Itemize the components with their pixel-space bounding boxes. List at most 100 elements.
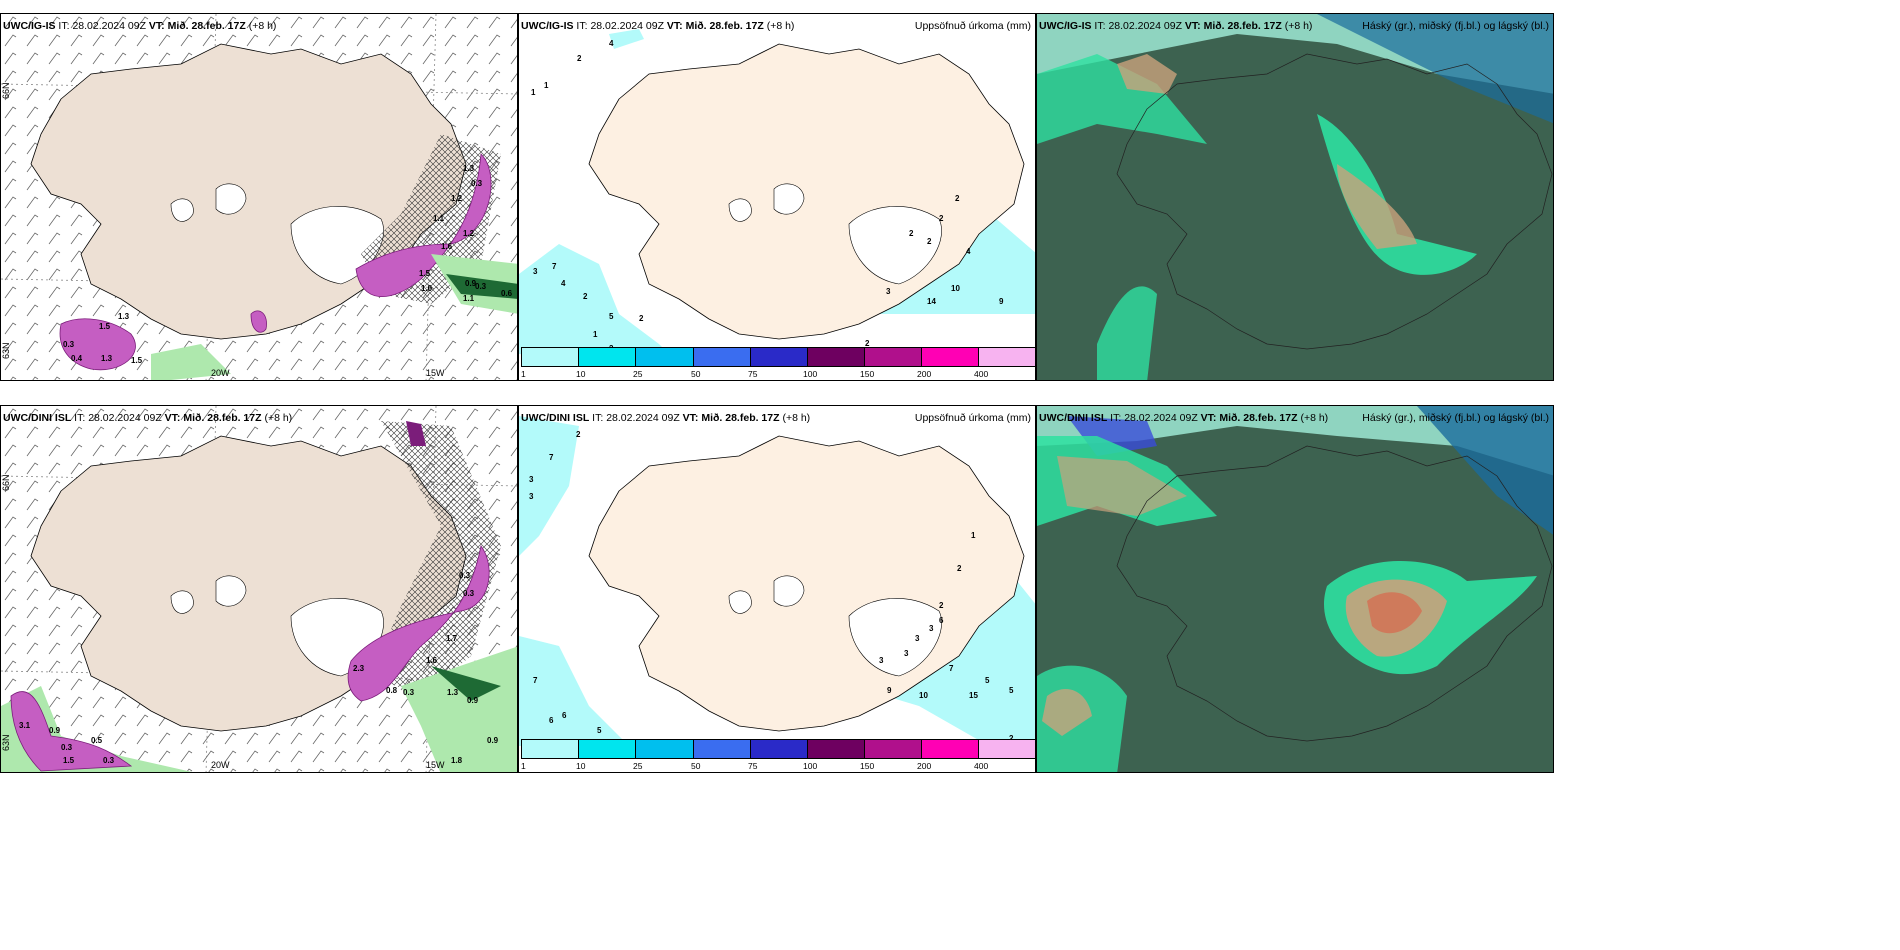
precip-value: 15 <box>969 691 978 700</box>
wind-map-panel-top: UWC/IG-IS IT: 28.02.2024 09Z VT: Mið. 28… <box>0 13 518 381</box>
precip-value: 3 <box>533 267 538 276</box>
colorbar-tick: 50 <box>691 761 701 771</box>
panel-title: Uppsöfnuð úrkoma (mm) <box>914 412 1031 424</box>
precip-value: 3 <box>886 287 891 296</box>
precip-value: 5 <box>1009 686 1014 695</box>
colorbar-tick: 10 <box>576 761 586 771</box>
precip-value: 0.3 <box>403 688 415 697</box>
precip-value: 2 <box>576 430 581 439</box>
colorbar-tick: 150 <box>860 761 875 771</box>
precip-value: 7 <box>549 453 554 462</box>
colorbar-segment <box>979 348 1035 366</box>
colorbar-segment <box>808 740 865 758</box>
panel-title: Háský (gr.), miðský (fj.bl.) og lágský (… <box>1362 20 1549 32</box>
precip-value: 1.3 <box>118 312 130 321</box>
colorbar-tick: 1 <box>521 369 526 379</box>
precip-value: 7 <box>552 262 557 271</box>
colorbar-segment <box>865 348 922 366</box>
colorbar-tick: 1 <box>521 761 526 771</box>
precip-value: 0.3 <box>471 179 483 188</box>
precip-value: 1.5 <box>419 269 431 278</box>
panel-title: Uppsöfnuð úrkoma (mm) <box>914 20 1031 32</box>
precip-value: 2 <box>939 601 944 610</box>
precip-value: 2 <box>639 314 644 323</box>
precip-colorbar <box>521 347 1035 367</box>
colorbar-segment <box>694 740 751 758</box>
precip-value: 1 <box>971 531 976 540</box>
precip-value: 0.9 <box>465 279 477 288</box>
precip-value: 1.5 <box>131 356 143 365</box>
colorbar-segment <box>808 348 865 366</box>
precip-value: 0.3 <box>61 743 73 752</box>
precip-value: 0.6 <box>501 289 513 298</box>
panel-title: Háský (gr.), miðský (fj.bl.) og lágský (… <box>1362 412 1549 424</box>
precip-value: 2 <box>909 229 914 238</box>
panel-header: UWC/DINI ISL IT: 28.02.2024 09Z VT: Mið.… <box>3 412 293 424</box>
precip-map-panel-bottom: UWC/DINI ISL IT: 28.02.2024 09Z VT: Mið.… <box>518 405 1036 773</box>
precip-value: 0.3 <box>475 282 487 291</box>
colorbar-tick: 25 <box>633 761 643 771</box>
precip-value: 10 <box>919 691 928 700</box>
panel-header: UWC/IG-IS IT: 28.02.2024 09Z VT: Mið. 28… <box>3 20 277 32</box>
precip-value: 3 <box>879 656 884 665</box>
precip-value: 1.0 <box>421 284 433 293</box>
precip-value: 2 <box>957 564 962 573</box>
precip-value: 1.5 <box>63 756 75 765</box>
colorbar-segment <box>636 348 694 366</box>
precip-value: 3 <box>529 475 534 484</box>
precip-value: 4 <box>609 39 614 48</box>
precip-value: 3.1 <box>19 721 31 730</box>
precip-value: 2.3 <box>353 664 365 673</box>
colorbar-tick: 400 <box>974 761 989 771</box>
colorbar-tick: 75 <box>748 369 758 379</box>
precip-value: 2 <box>939 214 944 223</box>
colorbar-segment <box>694 348 751 366</box>
precip-value: 3 <box>929 624 934 633</box>
precip-value: 6 <box>549 716 554 725</box>
precip-map-panel-top: UWC/IG-IS IT: 28.02.2024 09Z VT: Mið. 28… <box>518 13 1036 381</box>
precip-value: 4 <box>966 247 971 256</box>
colorbar-tick: 150 <box>860 369 875 379</box>
colorbar-tick: 10 <box>576 369 586 379</box>
precip-value: 0.3 <box>63 340 75 349</box>
precip-value: 0.3 <box>463 589 475 598</box>
precip-value: 7 <box>949 664 954 673</box>
colorbar-segment <box>979 740 1035 758</box>
precip-value: 9 <box>999 297 1004 306</box>
colorbar-segment <box>922 348 979 366</box>
colorbar-segment <box>865 740 922 758</box>
cloud-map-panel-bottom: UWC/DINI ISL IT: 28.02.2024 09Z VT: Mið.… <box>1036 405 1554 773</box>
colorbar-tick: 400 <box>974 369 989 379</box>
precip-value: 1.1 <box>433 214 445 223</box>
cloud-map-panel-top: UWC/IG-IS IT: 28.02.2024 09Z VT: Mið. 28… <box>1036 13 1554 381</box>
precip-value: 0.9 <box>467 696 479 705</box>
lat-label-63n: 63N <box>1 342 11 359</box>
colorbar-tick: 25 <box>633 369 643 379</box>
colorbar-segment <box>751 740 808 758</box>
lon-label-15w: 15W <box>426 760 445 770</box>
precip-value: 2 <box>927 237 932 246</box>
precip-value: 1.2 <box>463 229 475 238</box>
precip-value: 2 <box>865 339 870 348</box>
precip-value: 1.2 <box>451 194 463 203</box>
precip-value: 0.3 <box>459 571 471 580</box>
precip-value: 1 <box>531 88 536 97</box>
precip-value: 5 <box>985 676 990 685</box>
precip-value: 6 <box>939 616 944 625</box>
precip-value: 1.3 <box>101 354 113 363</box>
panel-header: UWC/DINI ISL IT: 28.02.2024 09Z VT: Mið.… <box>521 412 811 424</box>
precip-value: 1.3 <box>463 164 475 173</box>
precip-value: 0.4 <box>71 354 83 363</box>
precip-value: 3 <box>904 649 909 658</box>
lon-label-20w: 20W <box>211 368 230 378</box>
precip-value: 9 <box>887 686 892 695</box>
colorbar-segment <box>636 740 694 758</box>
precip-value: 1.5 <box>99 322 111 331</box>
precip-value: 1.7 <box>446 634 458 643</box>
wind-map-panel-bottom: UWC/DINI ISL IT: 28.02.2024 09Z VT: Mið.… <box>0 405 518 773</box>
precip-value: 2 <box>577 54 582 63</box>
colorbar-segment <box>579 348 636 366</box>
precip-value: 1.1 <box>463 294 475 303</box>
colorbar-segment <box>751 348 808 366</box>
lon-label-15w: 15W <box>426 368 445 378</box>
